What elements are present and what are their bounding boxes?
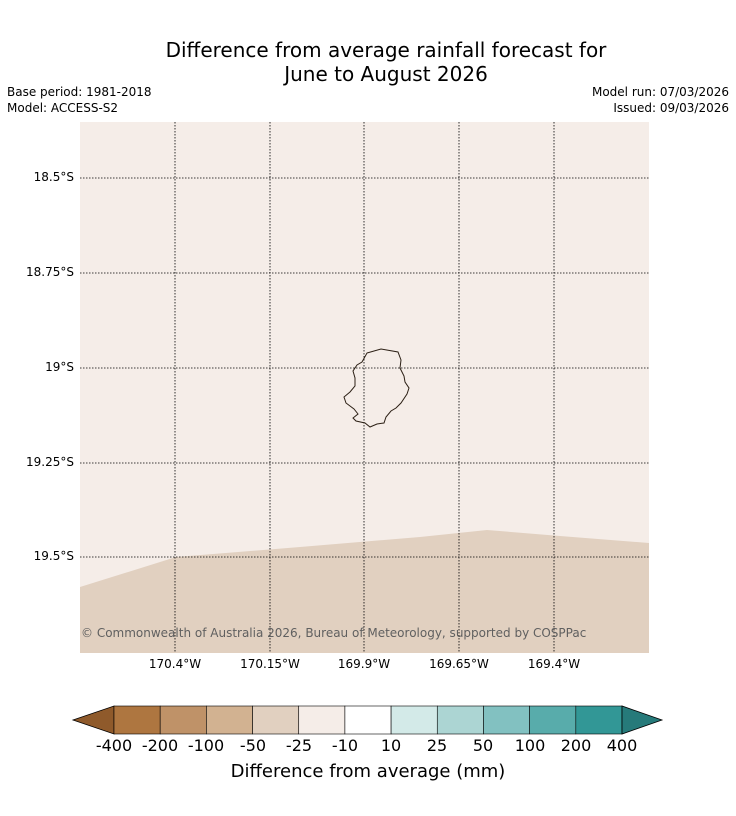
colorbar-tick: 100: [514, 736, 546, 755]
colorbar-tick: -200: [141, 736, 179, 755]
colorbar-swatch: [344, 705, 392, 735]
niue-island-outline: [343, 348, 410, 428]
colorbar-swatch: [529, 705, 577, 735]
colorbar-extend-low: [71, 705, 115, 735]
colorbar-swatch: [252, 705, 300, 735]
model-run: Model run: 07/03/2026: [591, 85, 729, 99]
colorbar: [71, 705, 664, 735]
colorbar-swatch: [390, 705, 438, 735]
colorbar-swatch: [206, 705, 253, 735]
colorbar-tick: 25: [426, 736, 448, 755]
title-line-1: Difference from average rainfall forecas…: [165, 38, 607, 62]
colorbar-label: Difference from average (mm): [230, 761, 506, 782]
colorbar-tick: 50: [472, 736, 494, 755]
lat-label: 18.75°S: [26, 265, 74, 279]
meta-left: Base period: 1981-2018 Model: ACCESS-S2: [7, 84, 152, 116]
colorbar-tick: 200: [560, 736, 592, 755]
model-name: Model: ACCESS-S2: [7, 101, 119, 115]
lon-label: 170.4°W: [148, 657, 202, 671]
lat-label: 19°S: [45, 360, 74, 374]
colorbar-tick: -10: [331, 736, 359, 755]
colorbar-swatch: [298, 705, 346, 735]
colorbar-swatch: [113, 705, 161, 735]
colorbar-tick: -50: [239, 736, 267, 755]
lat-label: 18.5°S: [33, 170, 74, 184]
lon-label: 169.65°W: [429, 657, 489, 671]
issued-date: Issued: 09/03/2026: [613, 101, 729, 115]
lon-label: 170.15°W: [240, 657, 300, 671]
colorbar-tick: -400: [95, 736, 133, 755]
colorbar-tick: 400: [606, 736, 638, 755]
colorbar-tick: -100: [187, 736, 225, 755]
region-drier-25-50mm: [80, 530, 649, 653]
base-period: Base period: 1981-2018: [7, 85, 152, 99]
lon-label: 169.4°W: [527, 657, 581, 671]
colorbar-swatch: [159, 705, 207, 735]
colorbar-swatch: [575, 705, 623, 735]
colorbar-tick: -25: [285, 736, 313, 755]
lat-label: 19.5°S: [33, 549, 74, 563]
colorbar-swatch: [483, 705, 530, 735]
lon-label: 169.9°W: [337, 657, 391, 671]
map-title: Difference from average rainfall forecas…: [0, 38, 736, 86]
colorbar-tick: 10: [380, 736, 402, 755]
colorbar-swatch: [436, 705, 484, 735]
graticule: [80, 122, 649, 653]
meta-right: Model run: 07/03/2026 Issued: 09/03/2026: [592, 84, 729, 116]
title-line-2: June to August 2026: [284, 62, 488, 86]
colorbar-extend-high: [621, 705, 664, 735]
lat-label: 19.25°S: [26, 455, 74, 469]
copyright-notice: © Commonwealth of Australia 2026, Bureau…: [81, 626, 587, 640]
